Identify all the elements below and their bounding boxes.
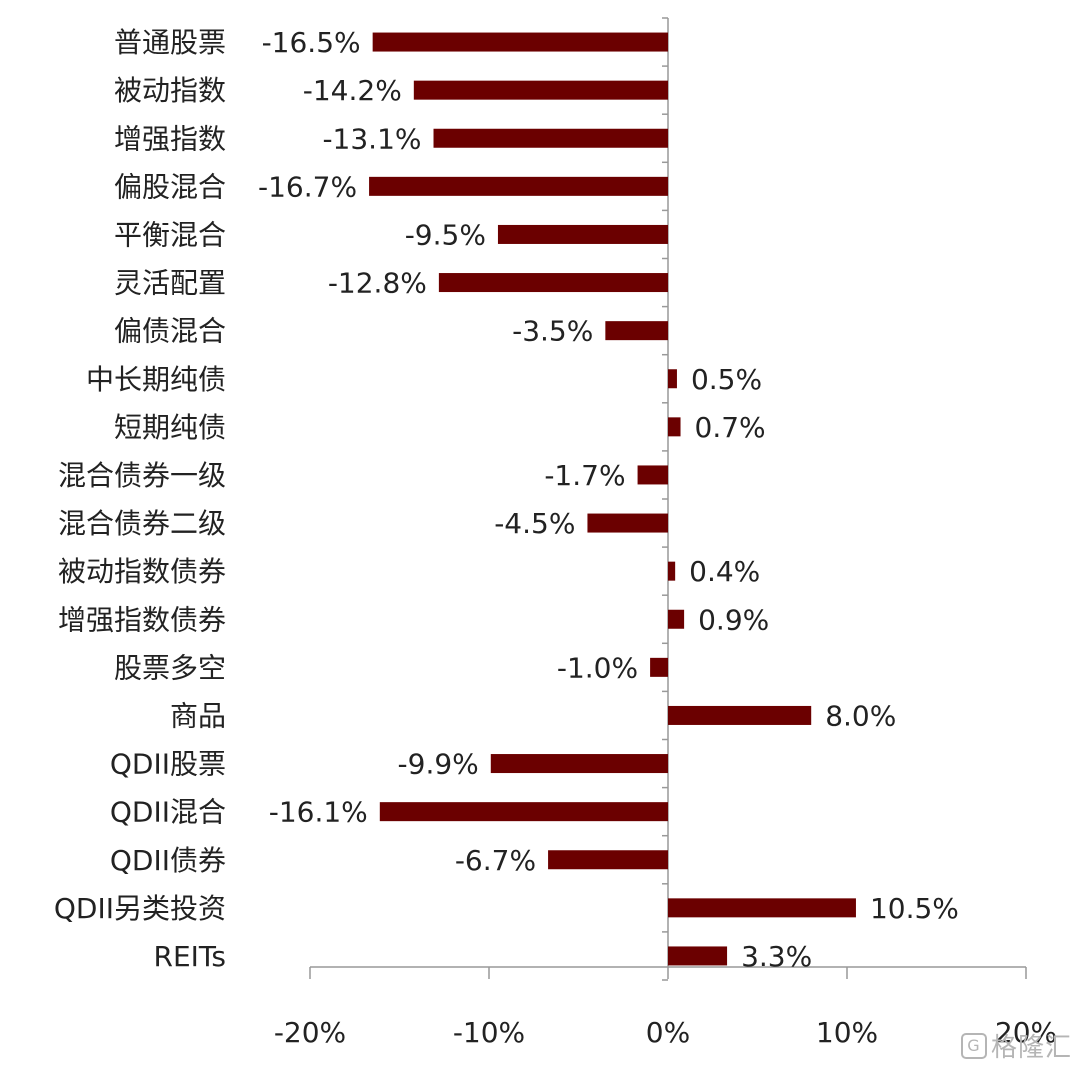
category-label: QDII另类投资: [54, 892, 226, 925]
bar: [668, 609, 685, 629]
data-label: 0.9%: [698, 603, 769, 636]
bar: [490, 754, 668, 774]
bar: [433, 128, 668, 148]
bar: [668, 561, 676, 581]
bar: [637, 465, 668, 485]
bar: [668, 705, 812, 725]
bar: [668, 946, 728, 966]
category-label: 平衡混合: [114, 218, 226, 251]
bar: [497, 224, 668, 244]
watermark-logo-icon: G: [960, 1032, 987, 1059]
category-label: QDII股票: [110, 748, 226, 781]
data-label: 0.4%: [689, 555, 760, 588]
data-label: -3.5%: [512, 315, 593, 348]
data-label: -16.7%: [258, 170, 357, 203]
watermark: G 格隆汇: [960, 1027, 1072, 1064]
x-tick-label: -20%: [274, 1016, 346, 1049]
category-label: 偏股混合: [114, 170, 226, 203]
bar: [548, 850, 668, 870]
bar: [413, 80, 668, 100]
x-tick-label: 20%: [995, 1016, 1057, 1049]
data-label: -12.8%: [328, 267, 427, 300]
category-label: 短期纯债: [114, 411, 226, 444]
x-tick-label: -10%: [453, 1016, 525, 1049]
data-label: -14.2%: [303, 74, 402, 107]
data-label: 8.0%: [825, 699, 896, 732]
category-label: QDII混合: [110, 796, 226, 829]
bar: [587, 513, 668, 533]
bar: [372, 32, 668, 52]
category-label: 股票多空: [114, 651, 226, 684]
plot-area: -20% -10% 0% 10% 20% 普通股票 -16.5% 被动指数 -14.2% 增强指数…: [54, 17, 1057, 1049]
bar: [668, 898, 856, 918]
data-label: -1.0%: [557, 651, 638, 684]
category-label: 中长期纯债: [86, 363, 226, 396]
data-label: -13.1%: [322, 122, 421, 155]
data-label: 3.3%: [741, 940, 812, 973]
data-label: -9.5%: [405, 218, 486, 251]
bar: [369, 176, 668, 196]
category-label: 增强指数: [114, 122, 226, 155]
category-label: 普通股票: [114, 26, 226, 59]
category-label: 被动指数: [114, 74, 226, 107]
data-label: 0.5%: [691, 363, 762, 396]
category-label: REITs: [154, 940, 226, 973]
category-label: 商品: [170, 699, 226, 732]
x-tick-label: 0%: [646, 1016, 690, 1049]
bar: [668, 417, 681, 437]
bar: [650, 657, 668, 677]
data-label: 0.7%: [695, 411, 766, 444]
data-label: -16.1%: [269, 796, 368, 829]
category-label: 混合债券二级: [58, 507, 226, 540]
bar: [605, 321, 668, 341]
category-label: 混合债券一级: [58, 459, 226, 492]
data-label: -9.9%: [398, 748, 479, 781]
data-label: 10.5%: [870, 892, 959, 925]
category-label: 增强指数债券: [58, 603, 226, 636]
data-label: -1.7%: [544, 459, 625, 492]
bar: [379, 802, 668, 822]
category-label: 偏债混合: [114, 315, 226, 348]
category-label: QDII债券: [110, 844, 226, 877]
bar: [668, 369, 677, 389]
category-label: 灵活配置: [114, 267, 226, 300]
bar: [438, 273, 668, 293]
category-label: 被动指数债券: [58, 555, 226, 588]
watermark-text: 格隆汇: [990, 1033, 1072, 1063]
data-label: -16.5%: [262, 26, 361, 59]
data-label: -6.7%: [455, 844, 536, 877]
data-label: -4.5%: [494, 507, 575, 540]
x-tick-label: 10%: [816, 1016, 878, 1049]
